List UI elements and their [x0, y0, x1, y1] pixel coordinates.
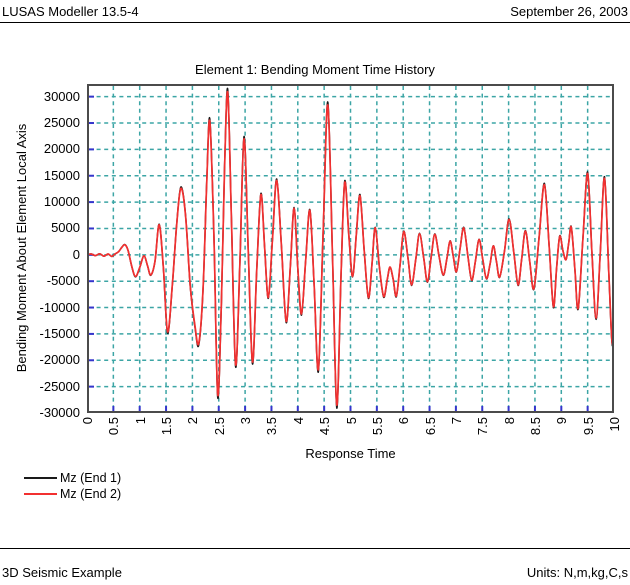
y-tick-label: 10000 — [43, 194, 80, 210]
footer-divider — [0, 548, 630, 549]
x-tick-label: 5 — [343, 417, 359, 425]
y-tick-label: -5000 — [46, 273, 80, 289]
y-tick-label: 5000 — [51, 220, 80, 236]
y-tick-label: 20000 — [43, 141, 80, 157]
x-tick-label: 2 — [185, 417, 201, 425]
series-line-mz-end-2 — [87, 90, 614, 406]
x-tick-label: 8 — [501, 417, 517, 425]
app-title: LUSAS Modeller 13.5-4 — [2, 4, 139, 19]
y-tick-label: -30000 — [39, 405, 80, 420]
x-tick-label: 10 — [607, 417, 622, 432]
grid-lines — [89, 86, 612, 411]
x-tick-label: 7 — [448, 417, 464, 425]
x-tick-label: 4 — [290, 417, 306, 425]
legend: Mz (End 1) Mz (End 2) — [24, 470, 121, 502]
x-tick-label: 9 — [554, 417, 570, 425]
x-tick-label: 8.5 — [527, 417, 543, 436]
y-tick-label: -10000 — [39, 299, 80, 315]
x-tick-label: 2.5 — [211, 417, 227, 436]
x-tick-label: 3 — [238, 417, 254, 425]
plot-area — [87, 84, 614, 413]
x-tick-label: 6.5 — [422, 417, 438, 436]
model-title: 3D Seismic Example — [2, 565, 122, 580]
y-tick-label: 30000 — [43, 88, 80, 104]
x-tick-label: 1 — [132, 417, 148, 425]
legend-item: Mz (End 2) — [24, 486, 121, 502]
legend-line-swatch — [24, 477, 57, 479]
x-tick-label: 0.5 — [106, 417, 122, 436]
y-tick-label: -20000 — [39, 352, 80, 368]
x-tick-label: 1.5 — [159, 417, 175, 436]
y-tick-label: -15000 — [39, 325, 80, 341]
x-tick-label: 5.5 — [369, 417, 385, 436]
header-divider — [0, 22, 630, 23]
y-tick-label: -25000 — [39, 378, 80, 394]
x-tick-label: 9.5 — [580, 417, 596, 436]
legend-line-swatch — [24, 493, 57, 495]
plot-svg — [87, 84, 614, 413]
y-tick-label: 25000 — [43, 115, 80, 131]
x-axis-title: Response Time — [305, 446, 396, 461]
legend-label: Mz (End 2) — [60, 487, 122, 501]
header-date: September 26, 2003 — [510, 4, 628, 19]
x-tick-label: 3.5 — [264, 417, 280, 436]
legend-item: Mz (End 1) — [24, 470, 121, 486]
plot-frame-border — [87, 84, 614, 413]
x-tick-label: 4.5 — [317, 417, 333, 436]
y-tick-label: 0 — [72, 246, 80, 262]
legend-label: Mz (End 1) — [60, 471, 122, 485]
units-label: Units: N,m,kg,C,s — [526, 565, 628, 580]
x-tick-label: 6 — [396, 417, 412, 425]
chart-title: Element 1: Bending Moment Time History — [195, 62, 435, 77]
x-tick-label: 7.5 — [475, 417, 491, 436]
y-tick-label: 15000 — [43, 167, 80, 183]
x-tick-label: 0 — [80, 417, 95, 425]
